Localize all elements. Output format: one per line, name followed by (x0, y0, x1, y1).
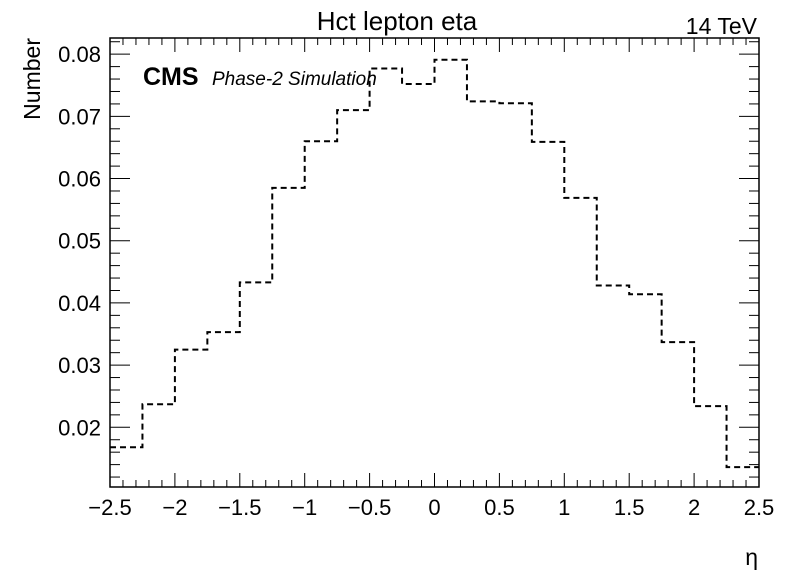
x-axis-label: η (745, 544, 758, 570)
y-axis-label: Number (19, 38, 45, 120)
energy-label: 14 TeV (686, 13, 758, 39)
x-tick-label: −2.5 (88, 495, 131, 520)
x-tick-label: −2 (162, 495, 187, 520)
x-tick-label: 1 (558, 495, 570, 520)
histogram-series (110, 58, 759, 469)
y-tick-label: 0.03 (58, 353, 101, 378)
chart-title: Hct lepton eta (317, 6, 478, 36)
y-tick-label: 0.05 (58, 229, 101, 254)
cms-sublabel: Phase-2 Simulation (212, 69, 377, 90)
x-tick-label: 0 (428, 495, 440, 520)
y-tick-label: 0.08 (58, 42, 101, 67)
y-tick-label: 0.02 (58, 415, 101, 440)
axis-tick-labels: −2.5 −2 −1.5 −1 −0.5 0 0.5 1 1.5 2 2.5 0.02 0.03 0.04… (58, 42, 774, 520)
y-tick-label: 0.07 (58, 104, 101, 129)
x-tick-label: −1 (292, 495, 317, 520)
x-tick-label: 2 (688, 495, 700, 520)
cms-label: CMS (143, 63, 199, 91)
y-tick-label: 0.04 (58, 291, 101, 316)
x-tick-label: −1.5 (218, 495, 261, 520)
plot-frame (109, 37, 760, 488)
x-tick-label: 1.5 (614, 495, 645, 520)
x-tick-label: 0.5 (484, 495, 515, 520)
axis-ticks (109, 38, 760, 487)
y-tick-label: 0.06 (58, 167, 101, 192)
x-tick-label: −0.5 (348, 495, 391, 520)
x-tick-label: 2.5 (744, 495, 775, 520)
